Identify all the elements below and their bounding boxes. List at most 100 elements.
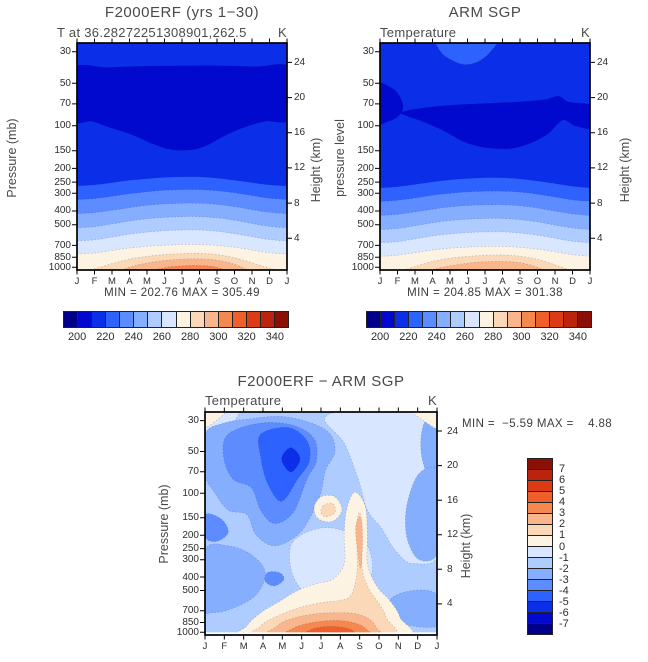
month-label: F bbox=[394, 276, 401, 287]
month-label: J bbox=[318, 641, 324, 652]
panel-armsgp-title: ARM SGP bbox=[448, 4, 522, 21]
colorbar-tick-label: -3 bbox=[559, 573, 569, 586]
pressure-tick-label: 150 bbox=[357, 145, 374, 157]
colorbar-swatch bbox=[91, 311, 107, 328]
pressure-tick-label: 100 bbox=[182, 487, 199, 499]
month-label: J bbox=[284, 276, 290, 287]
contour-field bbox=[77, 43, 287, 270]
contour-field bbox=[205, 412, 437, 635]
month-label: N bbox=[394, 641, 402, 652]
height-tick-label: 16 bbox=[447, 494, 459, 506]
month-label: O bbox=[230, 276, 239, 287]
colorbar-swatch bbox=[576, 311, 592, 328]
colorbar-swatch bbox=[245, 311, 261, 328]
month-label: F bbox=[91, 276, 98, 287]
height-tick-label: 20 bbox=[597, 92, 609, 104]
month-label: N bbox=[551, 276, 559, 287]
height-tick-label: 24 bbox=[294, 56, 306, 68]
month-label: M bbox=[411, 276, 419, 287]
colorbar-tick-label: 3 bbox=[559, 507, 566, 520]
panel-f2000erf-plot bbox=[72, 38, 292, 275]
panel-f2000erf-colorbar bbox=[63, 311, 289, 328]
pressure-tick-label: 200 bbox=[182, 529, 199, 541]
month-label: J bbox=[299, 641, 305, 652]
height-tick-label: 12 bbox=[294, 162, 306, 174]
colorbar-swatch bbox=[492, 311, 508, 328]
height-tick-label: 16 bbox=[597, 127, 609, 139]
colorbar-swatch bbox=[506, 311, 522, 328]
pressure-tick-label: 500 bbox=[357, 219, 374, 231]
pressure-tick-label: 700 bbox=[357, 239, 374, 251]
colorbar-swatch bbox=[408, 311, 424, 328]
pressure-tick-label: 50 bbox=[362, 77, 374, 89]
pressure-tick-label: 400 bbox=[54, 205, 71, 217]
colorbar-swatch bbox=[520, 311, 536, 328]
colorbar-swatch bbox=[548, 311, 564, 328]
colorbar-tick-label: 240 bbox=[124, 331, 143, 343]
pressure-tick-label: 300 bbox=[54, 187, 71, 199]
colorbar-swatch bbox=[394, 311, 410, 328]
panel-armsgp-plot bbox=[375, 38, 595, 275]
panel-armsgp-minmax-text: MIN = 204.85 MAX = 301.38 bbox=[407, 287, 563, 299]
colorbar-swatch bbox=[450, 311, 466, 328]
panel-diff-field-label: Temperature bbox=[205, 393, 282, 408]
pressure-tick-label: 70 bbox=[187, 466, 199, 478]
panel-diff-colorbar bbox=[527, 458, 553, 635]
height-tick-label: 12 bbox=[597, 162, 609, 174]
month-label: A bbox=[429, 276, 436, 287]
month-label: M bbox=[108, 276, 116, 287]
pressure-tick-label: 200 bbox=[357, 162, 374, 174]
height-tick-label: 4 bbox=[597, 232, 603, 244]
pressure-tick-label: 250 bbox=[357, 176, 374, 188]
month-label: M bbox=[239, 641, 248, 652]
colorbar-swatch bbox=[380, 311, 396, 328]
panel-f2000erf-field-label: T at 36.28272251308901,262.5 bbox=[57, 25, 247, 40]
colorbar-tick-label: -5 bbox=[559, 595, 569, 608]
colorbar-tick-label: 280 bbox=[180, 331, 200, 343]
axis-ticks bbox=[72, 38, 292, 275]
pressure-tick-label: 850 bbox=[182, 617, 199, 629]
colorbar-swatch bbox=[203, 311, 219, 328]
month-label: J bbox=[179, 276, 185, 287]
month-label: A bbox=[196, 276, 203, 287]
month-label: M bbox=[446, 276, 454, 287]
month-label: A bbox=[499, 276, 506, 287]
month-label: J bbox=[162, 276, 167, 287]
colorbar-tick-label: 220 bbox=[399, 331, 418, 343]
pressure-tick-label: 30 bbox=[59, 46, 71, 58]
height-tick-label: 20 bbox=[447, 460, 459, 472]
colorbar-swatch bbox=[259, 311, 275, 328]
panel-f2000erf-title: F2000ERF (yrs 1−30) bbox=[104, 4, 260, 21]
colorbar-tick-label: -7 bbox=[559, 617, 569, 630]
month-label: J bbox=[74, 276, 80, 287]
panel-diff-title: F2000ERF − ARM SGP bbox=[237, 373, 405, 390]
month-label: J bbox=[482, 276, 488, 287]
colorbar-swatch bbox=[147, 311, 163, 328]
colorbar-swatch bbox=[105, 311, 121, 328]
colorbar-swatch bbox=[189, 311, 205, 328]
colorbar-tick-label: 6 bbox=[559, 474, 566, 487]
colorbar-tick-label: 200 bbox=[67, 331, 87, 343]
colorbar-swatch bbox=[366, 311, 382, 328]
pressure-tick-label: 300 bbox=[357, 187, 374, 199]
colorbar-tick-label: 260 bbox=[152, 331, 172, 343]
pressure-tick-label: 70 bbox=[59, 98, 71, 110]
colorbar-tick-label: 0 bbox=[559, 540, 566, 553]
colorbar-swatch bbox=[534, 311, 550, 328]
axis-ticks bbox=[375, 38, 595, 275]
panel-armsgp-units-label: K bbox=[581, 25, 590, 40]
colorbar-tick-label: 260 bbox=[455, 331, 475, 343]
colorbar-tick-label: 4 bbox=[559, 496, 566, 509]
pressure-tick-label: 700 bbox=[54, 239, 71, 251]
pressure-tick-label: 400 bbox=[357, 205, 374, 217]
colorbar-swatch bbox=[231, 311, 247, 328]
month-label: J bbox=[587, 276, 593, 287]
colorbar-swatch bbox=[527, 623, 553, 635]
pressure-tick-label: 700 bbox=[182, 605, 199, 617]
pressure-tick-label: 30 bbox=[187, 415, 199, 427]
plot-frame bbox=[204, 411, 438, 636]
panel-diff-pressure-axis-label: Pressure (mb) bbox=[157, 484, 171, 564]
pressure-tick-label: 50 bbox=[59, 77, 71, 89]
colorbar-swatch bbox=[175, 311, 191, 328]
